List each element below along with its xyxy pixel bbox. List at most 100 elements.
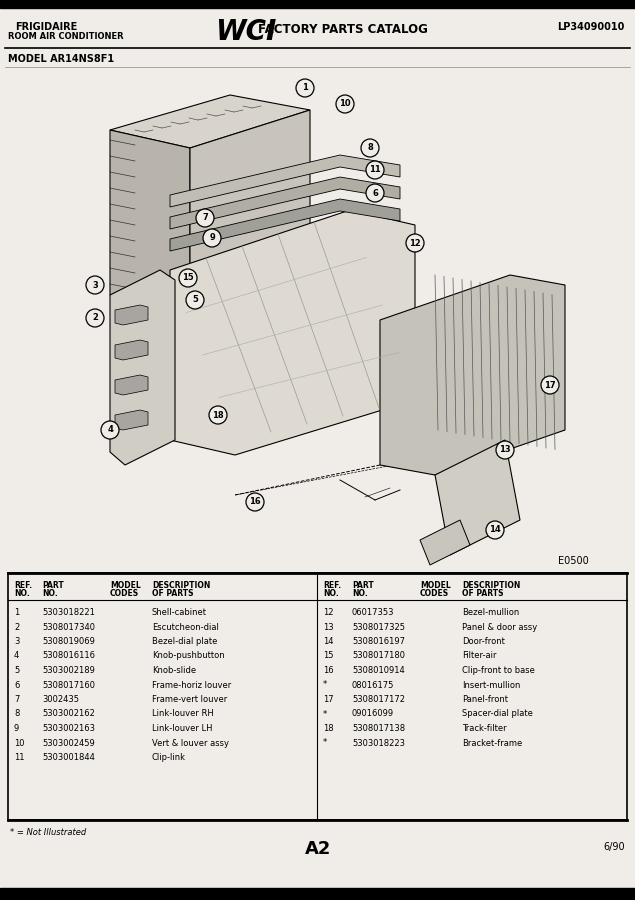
Text: 5308010914: 5308010914 (352, 666, 404, 675)
Text: REF.: REF. (14, 581, 32, 590)
Text: *: * (323, 739, 327, 748)
Polygon shape (380, 275, 565, 475)
Text: 5303018223: 5303018223 (352, 739, 405, 748)
Text: ROOM AIR CONDITIONER: ROOM AIR CONDITIONER (8, 32, 124, 41)
Text: MODEL AR14NS8F1: MODEL AR14NS8F1 (8, 54, 114, 64)
Text: Frame-vert louver: Frame-vert louver (152, 695, 227, 704)
Text: Bezel-dial plate: Bezel-dial plate (152, 637, 217, 646)
Text: Shell-cabinet: Shell-cabinet (152, 608, 207, 617)
Polygon shape (190, 110, 310, 310)
Text: 5303002459: 5303002459 (42, 739, 95, 748)
Text: 4: 4 (107, 426, 113, 435)
Text: FRIGIDAIRE: FRIGIDAIRE (15, 22, 77, 32)
Text: PART: PART (42, 581, 64, 590)
Circle shape (361, 139, 379, 157)
Circle shape (336, 95, 354, 113)
Text: 5308017180: 5308017180 (352, 652, 405, 661)
Text: CODES: CODES (420, 589, 449, 598)
Polygon shape (110, 270, 175, 465)
Text: REF.: REF. (323, 581, 341, 590)
Polygon shape (170, 177, 400, 229)
Text: Panel & door assy: Panel & door assy (462, 623, 537, 632)
Circle shape (246, 493, 264, 511)
Text: *: * (323, 680, 327, 689)
Bar (8, 573, 627, 820)
Text: 5303018221: 5303018221 (42, 608, 95, 617)
Text: Spacer-dial plate: Spacer-dial plate (462, 709, 533, 718)
Circle shape (209, 406, 227, 424)
Text: 5308017340: 5308017340 (42, 623, 95, 632)
Circle shape (366, 184, 384, 202)
Text: 5308016116: 5308016116 (42, 652, 95, 661)
Circle shape (496, 441, 514, 459)
Text: DESCRIPTION: DESCRIPTION (462, 581, 520, 590)
Text: 3: 3 (14, 637, 20, 646)
Text: LP34090010: LP34090010 (558, 22, 625, 32)
Text: Knob-slide: Knob-slide (152, 666, 196, 675)
Text: 5303002162: 5303002162 (42, 709, 95, 718)
Text: 5308017172: 5308017172 (352, 695, 405, 704)
Polygon shape (115, 375, 148, 395)
Text: Frame-horiz louver: Frame-horiz louver (152, 680, 231, 689)
Text: Link-louver RH: Link-louver RH (152, 709, 214, 718)
Text: 7: 7 (14, 695, 20, 704)
Text: 9: 9 (209, 233, 215, 242)
Text: 13: 13 (499, 446, 511, 454)
Polygon shape (110, 130, 190, 310)
Text: Door-front: Door-front (462, 637, 505, 646)
Text: 18: 18 (212, 410, 224, 419)
Polygon shape (115, 410, 148, 430)
Text: 8: 8 (367, 143, 373, 152)
Text: Clip-front to base: Clip-front to base (462, 666, 535, 675)
Text: 5308019069: 5308019069 (42, 637, 95, 646)
Text: 3002435: 3002435 (42, 695, 79, 704)
Circle shape (541, 376, 559, 394)
Polygon shape (170, 199, 400, 251)
Text: 08016175: 08016175 (352, 680, 394, 689)
Text: NO.: NO. (14, 589, 30, 598)
Bar (0, 0, 635, 8)
Text: WCI: WCI (215, 18, 276, 46)
Text: 11: 11 (369, 166, 381, 175)
Text: 5303001844: 5303001844 (42, 753, 95, 762)
Text: 15: 15 (182, 274, 194, 283)
Text: 6: 6 (372, 188, 378, 197)
Circle shape (86, 276, 104, 294)
Text: 2: 2 (14, 623, 19, 632)
Text: NO.: NO. (323, 589, 338, 598)
Text: 9: 9 (14, 724, 19, 733)
Circle shape (186, 291, 204, 309)
Text: Knob-pushbutton: Knob-pushbutton (152, 652, 225, 661)
Text: Bezel-mullion: Bezel-mullion (462, 608, 519, 617)
Text: 18: 18 (323, 724, 333, 733)
Text: Bracket-frame: Bracket-frame (462, 739, 522, 748)
Text: 4: 4 (14, 652, 19, 661)
Polygon shape (115, 340, 148, 360)
Text: 09016099: 09016099 (352, 709, 394, 718)
Text: 10: 10 (339, 100, 351, 109)
Circle shape (486, 521, 504, 539)
Text: Link-louver LH: Link-louver LH (152, 724, 213, 733)
Circle shape (203, 229, 221, 247)
Text: 5: 5 (192, 295, 198, 304)
Text: 5303002189: 5303002189 (42, 666, 95, 675)
Text: DESCRIPTION: DESCRIPTION (152, 581, 210, 590)
Text: 12: 12 (323, 608, 333, 617)
Circle shape (296, 79, 314, 97)
Text: 15: 15 (323, 652, 333, 661)
Text: 11: 11 (14, 753, 25, 762)
Text: Filter-air: Filter-air (462, 652, 497, 661)
Circle shape (196, 209, 214, 227)
Text: NO.: NO. (352, 589, 368, 598)
Text: 1: 1 (302, 84, 308, 93)
Polygon shape (110, 95, 310, 148)
Text: 7: 7 (202, 213, 208, 222)
Text: Escutcheon-dial: Escutcheon-dial (152, 623, 219, 632)
Text: MODEL: MODEL (110, 581, 141, 590)
Text: Vert & louver assy: Vert & louver assy (152, 739, 229, 748)
Text: E0500: E0500 (558, 556, 589, 566)
Text: PART: PART (352, 581, 374, 590)
Text: OF PARTS: OF PARTS (462, 589, 504, 598)
Text: 13: 13 (323, 623, 333, 632)
Text: 16: 16 (249, 498, 261, 507)
